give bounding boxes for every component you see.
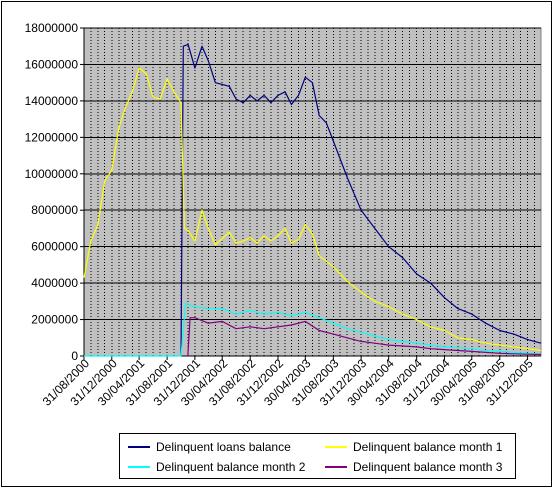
series-line-3 bbox=[84, 302, 542, 357]
series-line-2 bbox=[83, 67, 542, 352]
series-line-1 bbox=[180, 43, 542, 357]
legend-swatch-series-2 bbox=[325, 446, 347, 448]
y-tick-label: 6000000 bbox=[31, 240, 78, 254]
legend-swatch-series-4 bbox=[325, 466, 347, 468]
line-chart: 0 2000000 4000000 6000000 8000000 10000000 120… bbox=[25, 21, 542, 409]
y-tick-label: 2000000 bbox=[31, 313, 78, 327]
legend-label-series-1: Delinquent loans balance bbox=[156, 440, 291, 454]
y-tick-label: 14000000 bbox=[25, 94, 79, 108]
legend-item-series-4: Delinquent balance month 3 bbox=[325, 458, 502, 476]
legend-swatch-series-1 bbox=[128, 446, 150, 448]
series-line-4 bbox=[187, 317, 542, 357]
legend-swatch-series-3 bbox=[128, 466, 150, 468]
legend-label-series-3: Delinquent balance month 2 bbox=[156, 460, 306, 474]
legend-item-series-3: Delinquent balance month 2 bbox=[128, 458, 305, 476]
chart-frame: 0 2000000 4000000 6000000 8000000 10000000 120… bbox=[1, 1, 552, 487]
legend-label-series-4: Delinquent balance month 3 bbox=[353, 460, 503, 474]
y-tick-label: 8000000 bbox=[31, 203, 78, 217]
plot-area bbox=[83, 27, 542, 357]
legend-label-series-2: Delinquent balance month 1 bbox=[353, 440, 503, 454]
legend-item-series-1: Delinquent loans balance bbox=[128, 438, 291, 456]
y-tick-label: 18000000 bbox=[25, 21, 79, 35]
legend-item-series-2: Delinquent balance month 1 bbox=[325, 438, 502, 456]
y-tick-label: 16000000 bbox=[25, 57, 79, 71]
y-tick-label: 12000000 bbox=[25, 130, 79, 144]
chart-legend: Delinquent loans balance Delinquent bala… bbox=[119, 433, 516, 479]
y-tick-label: 0 bbox=[71, 349, 78, 363]
y-tick-label: 4000000 bbox=[31, 276, 78, 290]
y-tick-label: 10000000 bbox=[25, 167, 79, 181]
